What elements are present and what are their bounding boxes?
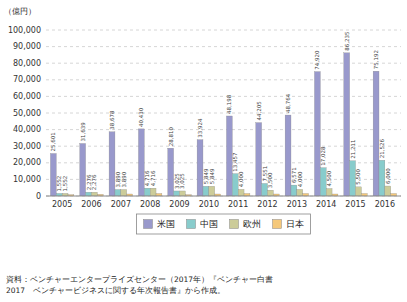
data-label: 28,810 xyxy=(168,126,174,146)
legend-swatch xyxy=(144,220,153,229)
x-tick-label: 2008 xyxy=(140,200,160,209)
data-label: 21,211 xyxy=(350,140,356,159)
data-label: 4,716 xyxy=(150,170,156,186)
x-tick-label: 2005 xyxy=(52,200,72,209)
x-tick-label: 2009 xyxy=(169,200,189,209)
data-label: 4,000 xyxy=(238,171,244,187)
x-tick-label: 2016 xyxy=(375,200,395,209)
legend-label: 日本 xyxy=(286,219,304,229)
data-label: 25,601 xyxy=(50,132,56,151)
data-label: 48,764 xyxy=(285,93,291,113)
data-label: 17,028 xyxy=(320,146,326,166)
y-tick-label: 30,000 xyxy=(13,142,41,151)
data-label: 74,920 xyxy=(314,50,320,70)
bar xyxy=(373,71,379,196)
bar xyxy=(238,189,244,196)
chart: 0 10,000 20,000 30,000 40,000 50,000 60,000 70,… xyxy=(0,0,407,302)
bar xyxy=(344,53,350,196)
bar xyxy=(150,188,156,196)
data-label: 31,639 xyxy=(80,122,86,142)
bar xyxy=(268,190,274,196)
x-tick-label: 2011 xyxy=(228,200,248,209)
bar xyxy=(314,72,320,196)
bar xyxy=(197,140,203,196)
y-tick-label: 10,000 xyxy=(13,175,41,184)
y-tick-label: 0 xyxy=(36,192,41,201)
footnote-line: 2017 ベンチャービジネスに関する年次報告書』から作成。 xyxy=(6,286,225,295)
data-label: 40,430 xyxy=(138,107,144,127)
x-axis-line xyxy=(46,196,401,197)
data-label: 3,500 xyxy=(267,172,273,188)
legend-label: 中国 xyxy=(200,219,218,229)
data-label: 33,924 xyxy=(197,118,203,138)
y-tick-label: 50,000 xyxy=(13,109,41,118)
data-label: 48,198 xyxy=(226,94,232,114)
y-tick-label: 70,000 xyxy=(13,75,41,84)
bars xyxy=(50,53,396,196)
y-tick-label: 60,000 xyxy=(13,92,41,101)
data-label: 4,500 xyxy=(326,170,332,186)
data-label: 44,205 xyxy=(256,101,262,121)
bar xyxy=(115,190,121,196)
x-tick-label: 2012 xyxy=(257,200,277,209)
data-label: 3,025 xyxy=(179,173,185,189)
footnote-line: 資料：ベンチャーエンタープライズセンター（2017年）『ベンチャー白書 xyxy=(6,275,273,284)
data-label: 13,457 xyxy=(232,152,238,172)
bar xyxy=(326,189,332,196)
bar xyxy=(256,123,262,196)
y-tick-label: 100,000 xyxy=(8,26,41,35)
y-tick-label: 40,000 xyxy=(13,125,41,134)
bar xyxy=(86,192,92,196)
y-tick-label: 20,000 xyxy=(13,158,41,167)
data-label: 75,192 xyxy=(373,50,379,69)
data-label: 38,678 xyxy=(109,110,115,130)
x-tick-label: 2013 xyxy=(287,200,307,209)
legend-label: 欧州 xyxy=(243,219,261,229)
data-labels: 25,601 31,639 38,678 40,430 28,810 33,924 48,1… xyxy=(50,31,390,191)
legend-frame xyxy=(137,214,311,234)
data-label: 6,000 xyxy=(385,168,391,184)
footnote: 資料：ベンチャーエンタープライズセンター（2017年）『ベンチャー白書 2017 … xyxy=(6,275,273,295)
data-label: 3,890 xyxy=(121,171,127,187)
data-label: 1,552 xyxy=(62,176,68,192)
x-tick-label: 2010 xyxy=(199,200,219,209)
legend-swatch xyxy=(230,220,239,229)
bar xyxy=(174,191,180,196)
x-tick-labels: 2005 2006 2007 2008 2009 2010 2011 2012 2013 2014… xyxy=(52,200,395,209)
bar xyxy=(144,188,150,196)
bar xyxy=(179,191,185,196)
legend-label: 米国 xyxy=(157,219,175,229)
legend-swatch xyxy=(187,220,196,229)
bar xyxy=(297,189,303,196)
x-tick-label: 2007 xyxy=(111,200,131,209)
data-label: 21,526 xyxy=(379,139,385,159)
bar xyxy=(91,192,97,196)
data-label: 2,276 xyxy=(91,174,97,190)
x-tick-label: 2014 xyxy=(316,200,336,209)
bar xyxy=(203,186,209,196)
y-tick-label: 80,000 xyxy=(13,59,41,68)
data-label: 5,849 xyxy=(209,168,215,184)
grid-line xyxy=(46,196,401,197)
bar xyxy=(209,186,215,196)
y-axis-label: （億円） xyxy=(4,7,36,16)
bar xyxy=(121,190,127,196)
x-tick-label: 2006 xyxy=(81,200,101,209)
legend-swatch xyxy=(273,220,282,229)
grid-line xyxy=(46,30,401,31)
bar xyxy=(385,186,391,196)
y-tick-labels: 0 10,000 20,000 30,000 40,000 50,000 60,000 70,… xyxy=(8,26,41,201)
data-label: 4,000 xyxy=(297,171,303,187)
y-tick-label: 90,000 xyxy=(13,42,41,51)
x-tick-label: 2015 xyxy=(345,200,365,209)
bar xyxy=(356,187,362,196)
data-label: 5,500 xyxy=(355,169,361,185)
data-label: 86,235 xyxy=(344,31,350,51)
legend: 米国 中国 欧州 日本 xyxy=(137,214,311,234)
grid xyxy=(46,30,401,196)
